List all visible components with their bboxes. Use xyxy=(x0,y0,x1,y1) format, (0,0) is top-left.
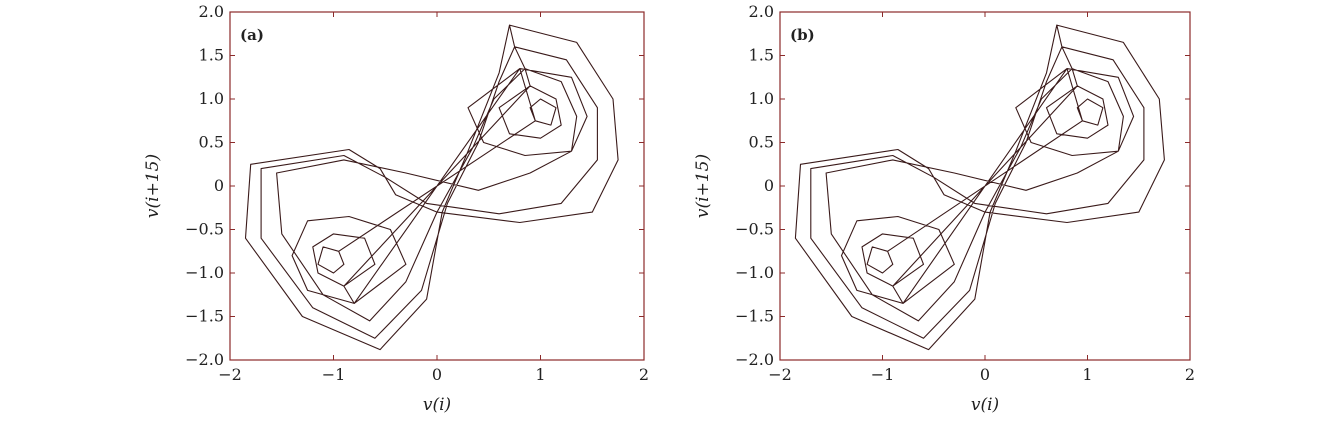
y-tick-label: 0.5 xyxy=(199,133,224,152)
y-tick-label: −0.5 xyxy=(185,220,224,239)
y-tick-label: 0.5 xyxy=(749,133,774,152)
y-tick-label: 0 xyxy=(764,176,774,195)
y-tick-label: 1.0 xyxy=(749,89,774,108)
x-tick-label: 0 xyxy=(432,365,442,384)
panel-label: (b) xyxy=(790,26,815,44)
y-tick-label: −1.0 xyxy=(735,263,774,282)
y-tick-label: −2.0 xyxy=(185,350,224,369)
y-axis-label: v(i+15) xyxy=(693,154,713,218)
y-tick-label: 2.0 xyxy=(199,2,224,21)
x-tick-label: 1 xyxy=(535,365,545,384)
x-tick-label: −1 xyxy=(322,365,346,384)
y-tick-label: 1.5 xyxy=(749,46,774,65)
x-tick-label: 2 xyxy=(1185,365,1195,384)
x-tick-label: 1 xyxy=(1082,365,1092,384)
attractor-trajectory xyxy=(244,24,619,351)
y-tick-label: −0.5 xyxy=(735,220,774,239)
ticks: −2 −1 0 1 2 −2.0 −1.5 −1.0 −0.5 0 0.5 1.0 1.5 2.0 xyxy=(735,2,1195,384)
panel-label: (a) xyxy=(240,26,264,44)
panel-b: (b) v(i) v(i+15) −2 −1 0 1 2 −2.0 −1.5 −1.0 −0.5… xyxy=(693,2,1195,415)
x-tick-label: −2 xyxy=(218,365,242,384)
y-tick-label: −1.5 xyxy=(735,307,774,326)
y-tick-label: 1.0 xyxy=(199,89,224,108)
ticks: −2 −1 0 1 2 −2.0 −1.5 −1.0 −0.5 0 0.5 1.0 1.5 2.0 xyxy=(185,2,649,384)
y-tick-label: −1.0 xyxy=(185,263,224,282)
x-axis-label: v(i) xyxy=(971,395,999,415)
y-axis-label: v(i+15) xyxy=(143,154,163,218)
x-tick-label: 0 xyxy=(980,365,990,384)
y-tick-label: 0 xyxy=(214,176,224,195)
attractor-trajectory xyxy=(794,24,1165,351)
plot-lines xyxy=(244,24,619,351)
x-tick-label: −1 xyxy=(871,365,895,384)
y-tick-label: −1.5 xyxy=(185,307,224,326)
y-tick-label: 1.5 xyxy=(199,46,224,65)
x-tick-label: 2 xyxy=(639,365,649,384)
x-tick-label: −2 xyxy=(768,365,792,384)
plot-lines xyxy=(794,24,1165,351)
panel-a: (a) v(i) v(i+15) −2 −1 0 1 2 −2.0 −1.5 −1.0 −0.5… xyxy=(143,2,649,415)
y-tick-label: 2.0 xyxy=(749,2,774,21)
x-axis-label: v(i) xyxy=(423,395,451,415)
y-tick-label: −2.0 xyxy=(735,350,774,369)
